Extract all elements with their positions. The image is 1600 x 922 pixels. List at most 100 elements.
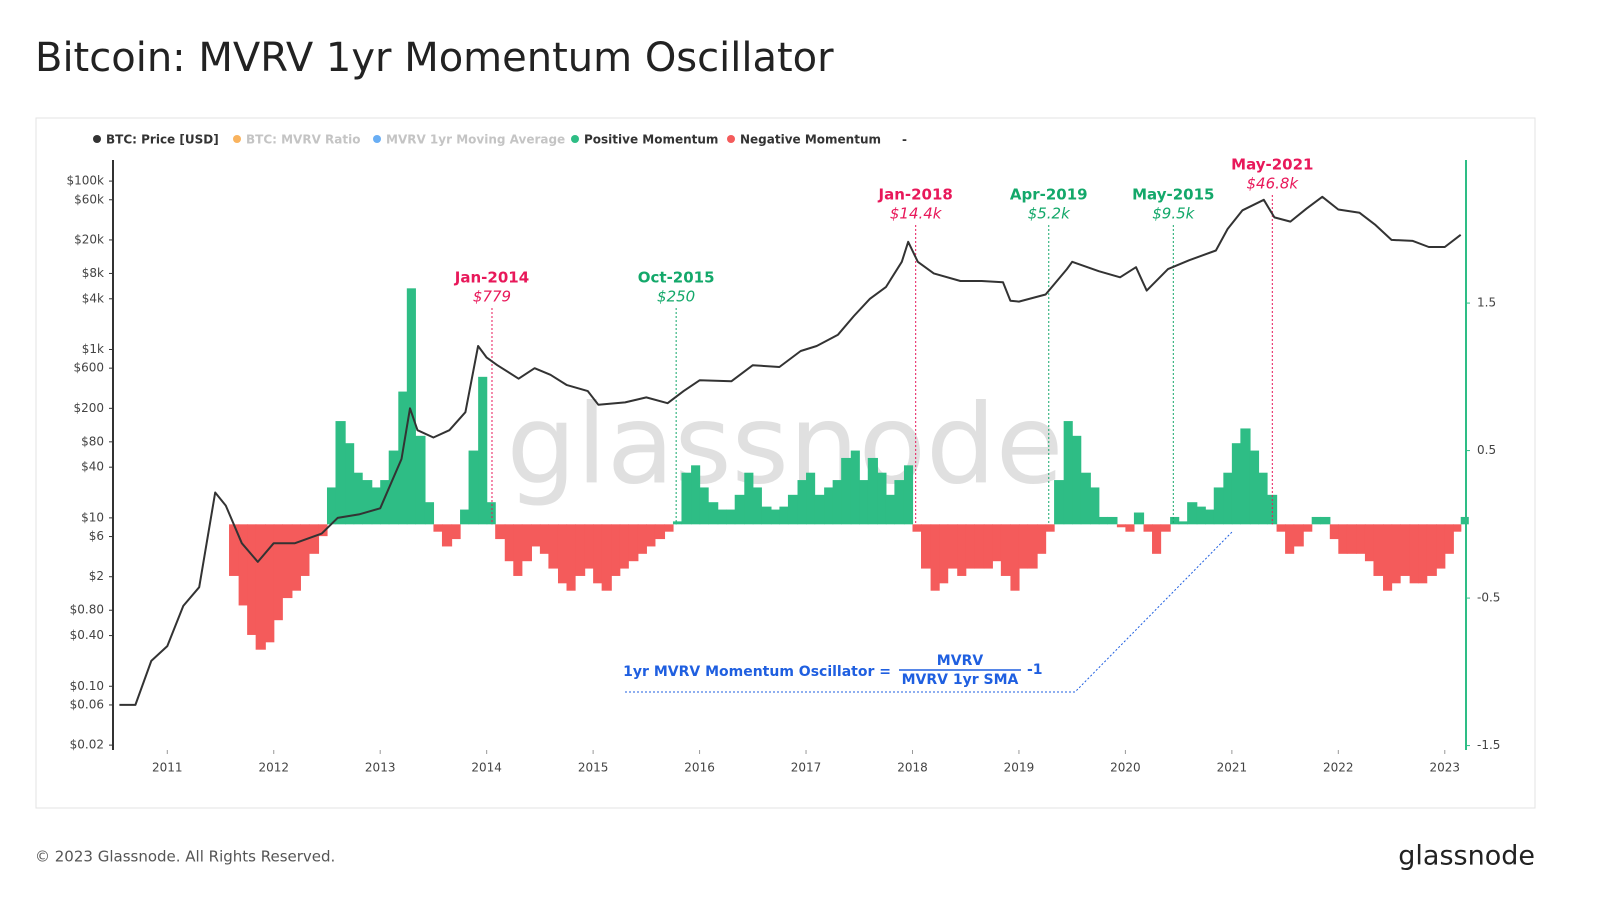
x-tick-label: 2023: [1429, 761, 1460, 775]
momentum-bar: [894, 480, 905, 525]
y-tick-label: $20k: [74, 232, 104, 246]
momentum-bar: [930, 524, 940, 591]
momentum-bar: [965, 524, 975, 569]
momentum-bar: [282, 524, 293, 599]
momentum-bar: [832, 480, 842, 525]
momentum-bar: [398, 391, 408, 525]
annotation-date: Oct-2015: [638, 269, 715, 287]
momentum-bar: [548, 524, 559, 569]
momentum-bar: [939, 524, 949, 584]
legend-label: Negative Momentum: [740, 133, 881, 147]
momentum-bar: [1223, 472, 1233, 525]
momentum-bar: [451, 524, 461, 540]
momentum-bar: [504, 524, 514, 562]
momentum-bar: [371, 487, 381, 525]
momentum-bar: [433, 524, 443, 532]
y-tick-label: $600: [73, 361, 104, 375]
x-tick-label: 2021: [1217, 761, 1248, 775]
momentum-bar: [1027, 524, 1038, 569]
momentum-bar: [699, 487, 709, 525]
momentum-bar: [1080, 472, 1091, 525]
momentum-bar: [734, 494, 745, 525]
momentum-bar: [824, 487, 834, 525]
momentum-bar: [441, 524, 453, 547]
formula-numerator: MVRV: [937, 653, 984, 669]
legend-label: BTC: MVRV Ratio: [246, 133, 360, 147]
annotation-date: Jan-2018: [878, 186, 953, 204]
momentum-bar: [308, 524, 320, 554]
y-tick-label: $1k: [82, 342, 104, 356]
momentum-bar: [1098, 516, 1108, 525]
momentum-bar: [1285, 524, 1295, 554]
annotation-price: $46.8k: [1246, 175, 1299, 193]
momentum-bar: [628, 524, 639, 562]
y-tick-label: $200: [73, 401, 104, 415]
momentum-bar: [672, 521, 683, 525]
momentum-bar: [779, 506, 789, 525]
formula-lhs: 1yr MVRV Momentum Oscillator =: [623, 664, 891, 680]
momentum-bar: [380, 480, 390, 525]
annotation-price: $14.4k: [890, 205, 943, 223]
momentum-bar: [229, 524, 240, 576]
momentum-bar: [947, 524, 958, 569]
x-tick-label: 2012: [258, 761, 289, 775]
momentum-bar: [326, 487, 337, 525]
annotation-price: $250: [657, 288, 695, 306]
momentum-bar: [557, 524, 568, 584]
momentum-bar: [353, 472, 363, 525]
momentum-bar: [957, 524, 967, 576]
annotation-price: $779: [473, 288, 511, 306]
y-tick-label: $10: [81, 510, 104, 524]
y-tick-label: $40: [81, 460, 104, 474]
momentum-bar: [1205, 509, 1215, 525]
x-tick-label: 2017: [791, 761, 822, 775]
momentum-bar: [885, 494, 895, 525]
momentum-bar: [1116, 524, 1127, 528]
y-tick-label: $2: [89, 569, 104, 583]
momentum-bar: [806, 472, 816, 525]
momentum-bar: [859, 480, 869, 525]
annotation-price: $9.5k: [1152, 205, 1195, 223]
momentum-bar: [1400, 524, 1411, 576]
momentum-bar: [291, 524, 301, 591]
momentum-bar: [1231, 443, 1241, 525]
momentum-bar: [1045, 524, 1055, 532]
momentum-bar: [717, 509, 727, 525]
annotation-date: May-2015: [1132, 186, 1214, 204]
momentum-bar: [1311, 516, 1321, 525]
momentum-bar: [318, 524, 328, 537]
momentum-bar: [912, 524, 922, 532]
x-tick-label: 2020: [1110, 761, 1141, 775]
momentum-bar: [495, 524, 506, 540]
legend-marker: [93, 135, 101, 143]
momentum-bar: [1240, 428, 1251, 525]
legend-extra: -: [902, 133, 907, 147]
momentum-bar: [611, 524, 621, 576]
y2-tick-label: 0.5: [1477, 443, 1496, 457]
logo: glassnode: [1398, 841, 1535, 872]
x-tick-label: 2022: [1323, 761, 1354, 775]
y-tick-label: $80: [81, 434, 104, 448]
momentum-bar: [247, 524, 257, 635]
formula-rhs: -1: [1027, 662, 1043, 678]
momentum-bar: [654, 524, 666, 540]
momentum-bar: [566, 524, 576, 591]
legend-label: Positive Momentum: [584, 133, 718, 147]
momentum-bar: [1063, 421, 1073, 525]
y-tick-label: $6: [89, 529, 104, 543]
momentum-bar: [601, 524, 612, 591]
y-tick-label: $0.02: [70, 738, 104, 752]
momentum-bar: [486, 502, 496, 525]
momentum-bar: [1276, 524, 1286, 532]
y-tick-label: $0.10: [70, 679, 104, 693]
momentum-bar: [1346, 524, 1358, 554]
footer: © 2023 Glassnode. All Rights Reserved.: [35, 848, 335, 866]
y-tick-label: $0.06: [70, 697, 104, 711]
momentum-bar: [1303, 524, 1313, 532]
x-tick-label: 2015: [578, 761, 609, 775]
y2-tick-label: 1.5: [1477, 296, 1496, 310]
x-tick-label: 2011: [152, 761, 183, 775]
momentum-bar: [797, 480, 807, 525]
momentum-bar: [1418, 524, 1428, 584]
momentum-bar: [708, 502, 719, 525]
